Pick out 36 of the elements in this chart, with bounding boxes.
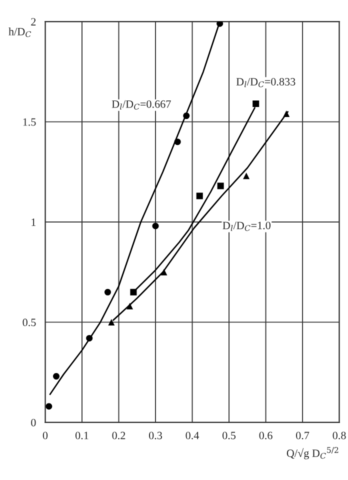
y-tick-label: 1 — [32, 218, 36, 226]
x-tick-label: 0.2 — [112, 432, 126, 440]
point — [152, 222, 159, 230]
x-tick-label: 0 — [42, 432, 48, 440]
series-label: D$_{l}$/D$_{C}$=1.0 — [222, 222, 270, 231]
x-tick-label: 0.4 — [186, 432, 200, 440]
y-tick-label: 0.5 — [22, 318, 36, 326]
x-tick-label: 0.3 — [148, 432, 162, 440]
point — [86, 334, 93, 342]
x-tick-label: 0.5 — [222, 432, 236, 440]
point — [108, 318, 115, 326]
x-tick-label: 0.8 — [332, 432, 346, 440]
x-tick-label: 0.1 — [75, 432, 88, 440]
y-axis-title: h/D$_{C}$ — [8, 28, 32, 38]
point — [196, 192, 203, 200]
y-tick-label: 0 — [31, 418, 36, 426]
point — [53, 373, 60, 380]
point — [126, 302, 134, 310]
point — [252, 100, 260, 108]
y-tick-label: 1.5 — [23, 118, 36, 126]
point — [46, 403, 52, 410]
point — [104, 288, 111, 296]
y-tick-label: 2 — [31, 18, 36, 26]
point — [183, 112, 190, 120]
x-tick-label: 0.6 — [259, 432, 272, 440]
series-label: D$_{l}$/D$_{C}$=0.667 — [112, 100, 171, 110]
point — [217, 182, 224, 190]
point — [283, 110, 290, 118]
point — [243, 172, 250, 180]
point — [216, 22, 224, 27]
point — [160, 268, 168, 276]
x-tick-label: 0.7 — [296, 432, 310, 440]
x-axis-title: Q/√g D$_{C}$$^{5/2}$ — [286, 447, 338, 460]
text: D$_{l}$/D$_{C}$=0.833 — [236, 78, 296, 88]
point — [130, 288, 137, 296]
point — [174, 138, 181, 146]
